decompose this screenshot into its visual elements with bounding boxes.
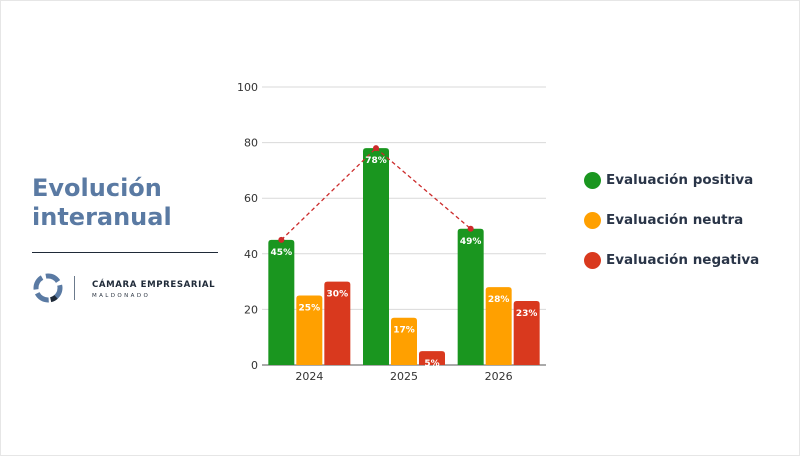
camara-logo-icon bbox=[33, 273, 63, 303]
x-tick-label: 2024 bbox=[295, 370, 323, 383]
data-label: 45% bbox=[271, 248, 293, 258]
y-tick-label: 80 bbox=[244, 137, 258, 150]
trend-point bbox=[278, 236, 285, 243]
chart-labels: 0 20 40 60 80 100 45% 25% 30% 2024 78% 17% 5% 2025 49%… bbox=[237, 81, 537, 383]
trend-point bbox=[467, 225, 474, 232]
title-line-2: interanual bbox=[32, 203, 172, 231]
data-label: 30% bbox=[327, 290, 349, 300]
data-label: 23% bbox=[516, 309, 538, 319]
title-line-1: Evolución bbox=[32, 174, 162, 202]
y-tick-label: 60 bbox=[244, 192, 258, 205]
brand-name: CÁMARA EMPRESARIAL bbox=[92, 280, 216, 290]
chart-trend-line bbox=[278, 145, 474, 243]
trend-segment bbox=[280, 147, 377, 241]
bar bbox=[391, 317, 417, 365]
bar bbox=[457, 228, 484, 365]
brand-separator bbox=[74, 276, 75, 300]
title-divider bbox=[32, 252, 218, 253]
legend-label: Evaluación negativa bbox=[606, 252, 760, 268]
bar bbox=[485, 287, 512, 365]
bar bbox=[268, 239, 295, 365]
y-tick-label: 100 bbox=[237, 81, 258, 94]
bar bbox=[324, 281, 351, 365]
bar bbox=[296, 295, 323, 365]
legend-label: Evaluación neutra bbox=[606, 212, 744, 228]
legend-dot-icon bbox=[584, 252, 601, 269]
data-label: 25% bbox=[299, 304, 321, 314]
trend-segment bbox=[375, 147, 472, 230]
x-tick-label: 2026 bbox=[485, 370, 513, 383]
y-tick-label: 40 bbox=[244, 248, 258, 261]
data-label: 49% bbox=[460, 237, 482, 247]
y-tick-label: 20 bbox=[244, 303, 258, 316]
legend-dot-icon bbox=[584, 172, 601, 189]
legend-label: Evaluación positiva bbox=[606, 172, 754, 188]
bar bbox=[419, 351, 445, 365]
x-tick-label: 2025 bbox=[390, 370, 418, 383]
brand-logo: CÁMARA EMPRESARIAL MALDONADO bbox=[32, 270, 232, 306]
legend-dot-icon bbox=[584, 212, 601, 229]
y-tick-label: 0 bbox=[251, 359, 258, 372]
brand-subtitle: MALDONADO bbox=[92, 293, 151, 299]
bar bbox=[513, 301, 540, 365]
chart-bars bbox=[268, 148, 540, 365]
data-label: 78% bbox=[365, 156, 387, 166]
data-label: 17% bbox=[393, 326, 415, 336]
data-label: 28% bbox=[488, 295, 510, 305]
trend-point bbox=[373, 145, 379, 152]
slide-title: Evolución interanual bbox=[32, 174, 232, 232]
bar bbox=[363, 148, 389, 365]
data-label: 5% bbox=[424, 359, 439, 369]
